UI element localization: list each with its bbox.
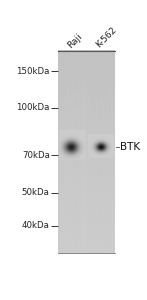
Text: 150kDa: 150kDa [16,67,50,76]
Text: K-562: K-562 [95,26,119,50]
Text: BTK: BTK [120,142,141,152]
Text: 100kDa: 100kDa [16,103,50,112]
Text: 40kDa: 40kDa [22,221,50,230]
Text: Raji: Raji [66,32,84,50]
Text: 70kDa: 70kDa [22,151,50,160]
Text: 50kDa: 50kDa [22,188,50,197]
